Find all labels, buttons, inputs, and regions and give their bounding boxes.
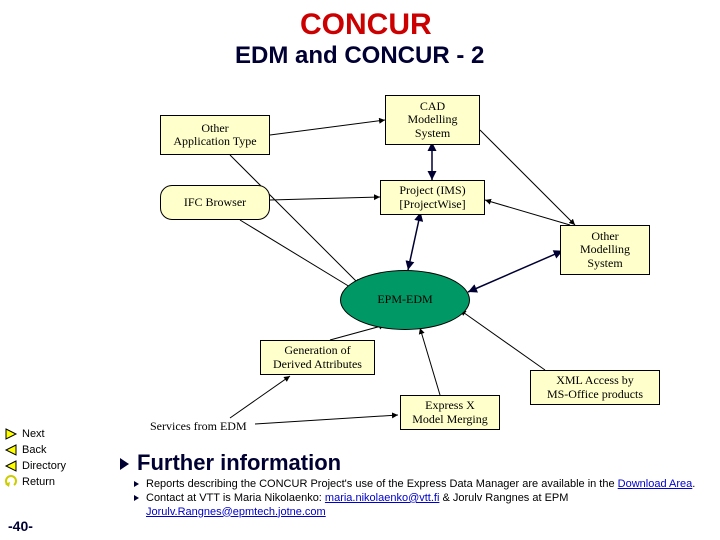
nav-directory[interactable]: Directory [4, 458, 66, 474]
further-heading: Further information [137, 450, 341, 476]
email-link-2[interactable]: Jorulv.Rangnes@epmtech.jotne.com [146, 506, 326, 518]
nav-back[interactable]: Back [4, 442, 66, 458]
triangle-right-icon [4, 427, 18, 441]
triangle-left-icon [4, 459, 18, 473]
bullet-marker-icon [120, 458, 129, 470]
further-b2-mid: & Jorulv Rangnes at EPM [442, 492, 568, 504]
further-b1-tail: . [692, 478, 695, 490]
node-genattr: Generation ofDerived Attributes [260, 340, 375, 375]
nav-next[interactable]: Next [4, 426, 66, 442]
node-ifc: IFC Browser [160, 185, 270, 220]
title-concur: CONCUR [300, 8, 432, 42]
nav-return-label: Return [22, 476, 55, 488]
node-other-app: OtherApplication Type [160, 115, 270, 155]
download-area-link[interactable]: Download Area [618, 478, 693, 490]
node-cad: CADModellingSystem [385, 95, 480, 145]
node-xml: XML Access byMS-Office products [530, 370, 660, 405]
node-expressx: Express XModel Merging [400, 395, 500, 430]
node-other-model: OtherModellingSystem [560, 225, 650, 275]
nav-back-label: Back [22, 444, 46, 456]
subtitle: EDM and CONCUR - 2 [235, 42, 484, 70]
triangle-left-icon [4, 443, 18, 457]
page-number: -40- [8, 518, 33, 534]
nav-panel: Next Back Directory Return [4, 426, 66, 490]
node-epm: EPM-EDM [340, 270, 470, 330]
further-info: Further information Reports describing t… [120, 450, 710, 519]
further-bullet-2: Contact at VTT is Maria Nikolaenko: mari… [146, 492, 710, 520]
nav-next-label: Next [22, 428, 45, 440]
further-bullet-1: Reports describing the CONCUR Project's … [146, 478, 710, 492]
node-project: Project (IMS)[ProjectWise] [380, 180, 485, 215]
email-link-1[interactable]: maria.nikolaenko@vtt.fi [325, 492, 440, 504]
slide: CONCUR EDM and CONCUR - 2 OtherApplicati… [0, 0, 720, 540]
further-b2-text: Contact at VTT is Maria Nikolaenko: [146, 492, 325, 504]
nav-directory-label: Directory [22, 460, 66, 472]
services-label: Services from EDM [150, 420, 247, 433]
further-b1-text: Reports describing the CONCUR Project's … [146, 478, 618, 490]
return-icon [4, 475, 18, 489]
nav-return[interactable]: Return [4, 474, 66, 490]
